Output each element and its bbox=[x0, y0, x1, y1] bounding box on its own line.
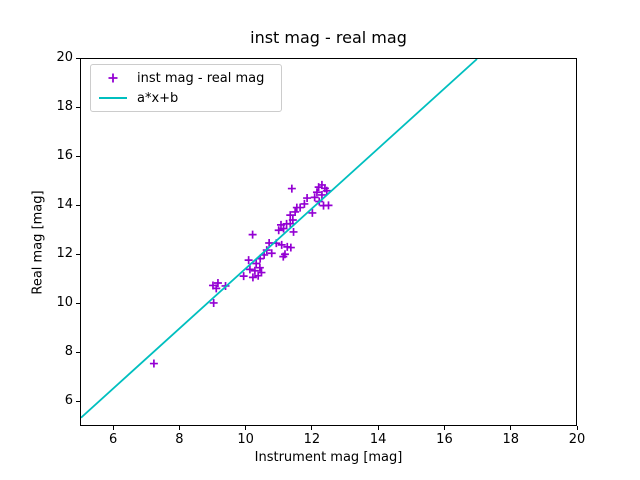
y-tick-label: 12 bbox=[56, 246, 73, 262]
scatter-markers bbox=[149, 180, 333, 368]
line-sample-icon bbox=[99, 97, 127, 99]
scatter-plot-canvas bbox=[81, 59, 478, 419]
y-tick-label: 8 bbox=[64, 344, 73, 360]
legend-label-scatter: inst mag - real mag bbox=[137, 70, 265, 86]
y-tick-mark bbox=[76, 106, 80, 108]
fit-line bbox=[81, 59, 478, 419]
x-tick-label: 12 bbox=[303, 432, 321, 447]
y-tick-mark bbox=[76, 302, 80, 304]
y-tick-mark bbox=[76, 204, 80, 206]
legend-entry-fit-line: a*x+b bbox=[98, 88, 273, 108]
x-tick-label: 14 bbox=[369, 432, 387, 447]
x-tick-label: 20 bbox=[568, 432, 586, 447]
x-tick-label: 6 bbox=[108, 432, 118, 447]
chart-title: inst mag - real mag bbox=[250, 28, 407, 47]
x-tick-label: 16 bbox=[436, 432, 453, 447]
y-tick-label: 16 bbox=[56, 148, 73, 164]
x-tick-mark bbox=[112, 426, 114, 430]
x-tick-label: 18 bbox=[502, 432, 519, 447]
x-tick-mark bbox=[443, 426, 445, 430]
x-tick-mark bbox=[576, 426, 578, 430]
legend-label-fit-line: a*x+b bbox=[137, 90, 179, 106]
x-tick-mark bbox=[377, 426, 379, 430]
y-tick-label: 20 bbox=[56, 50, 73, 65]
x-tick-mark bbox=[311, 426, 313, 430]
x-tick-mark bbox=[510, 426, 512, 430]
y-tick-label: 10 bbox=[56, 295, 73, 311]
y-tick-mark bbox=[76, 155, 80, 157]
x-axis-label: Instrument mag [mag] bbox=[254, 450, 403, 465]
plus-marker-icon bbox=[108, 73, 118, 83]
y-tick-label: 14 bbox=[56, 197, 73, 213]
x-tick-label: 10 bbox=[237, 432, 254, 447]
y-tick-label: 6 bbox=[64, 393, 73, 409]
y-tick-mark bbox=[76, 253, 80, 255]
y-tick-label: 18 bbox=[56, 99, 73, 115]
y-tick-mark bbox=[76, 351, 80, 353]
plot-area: inst mag - real mag a*x+b bbox=[80, 58, 577, 426]
x-tick-mark bbox=[178, 426, 180, 430]
y-tick-mark bbox=[76, 57, 80, 59]
y-tick-mark bbox=[76, 400, 80, 402]
legend: inst mag - real mag a*x+b bbox=[90, 64, 282, 112]
x-tick-label: 8 bbox=[175, 432, 184, 447]
legend-entry-scatter: inst mag - real mag bbox=[98, 68, 273, 88]
x-tick-mark bbox=[245, 426, 247, 430]
